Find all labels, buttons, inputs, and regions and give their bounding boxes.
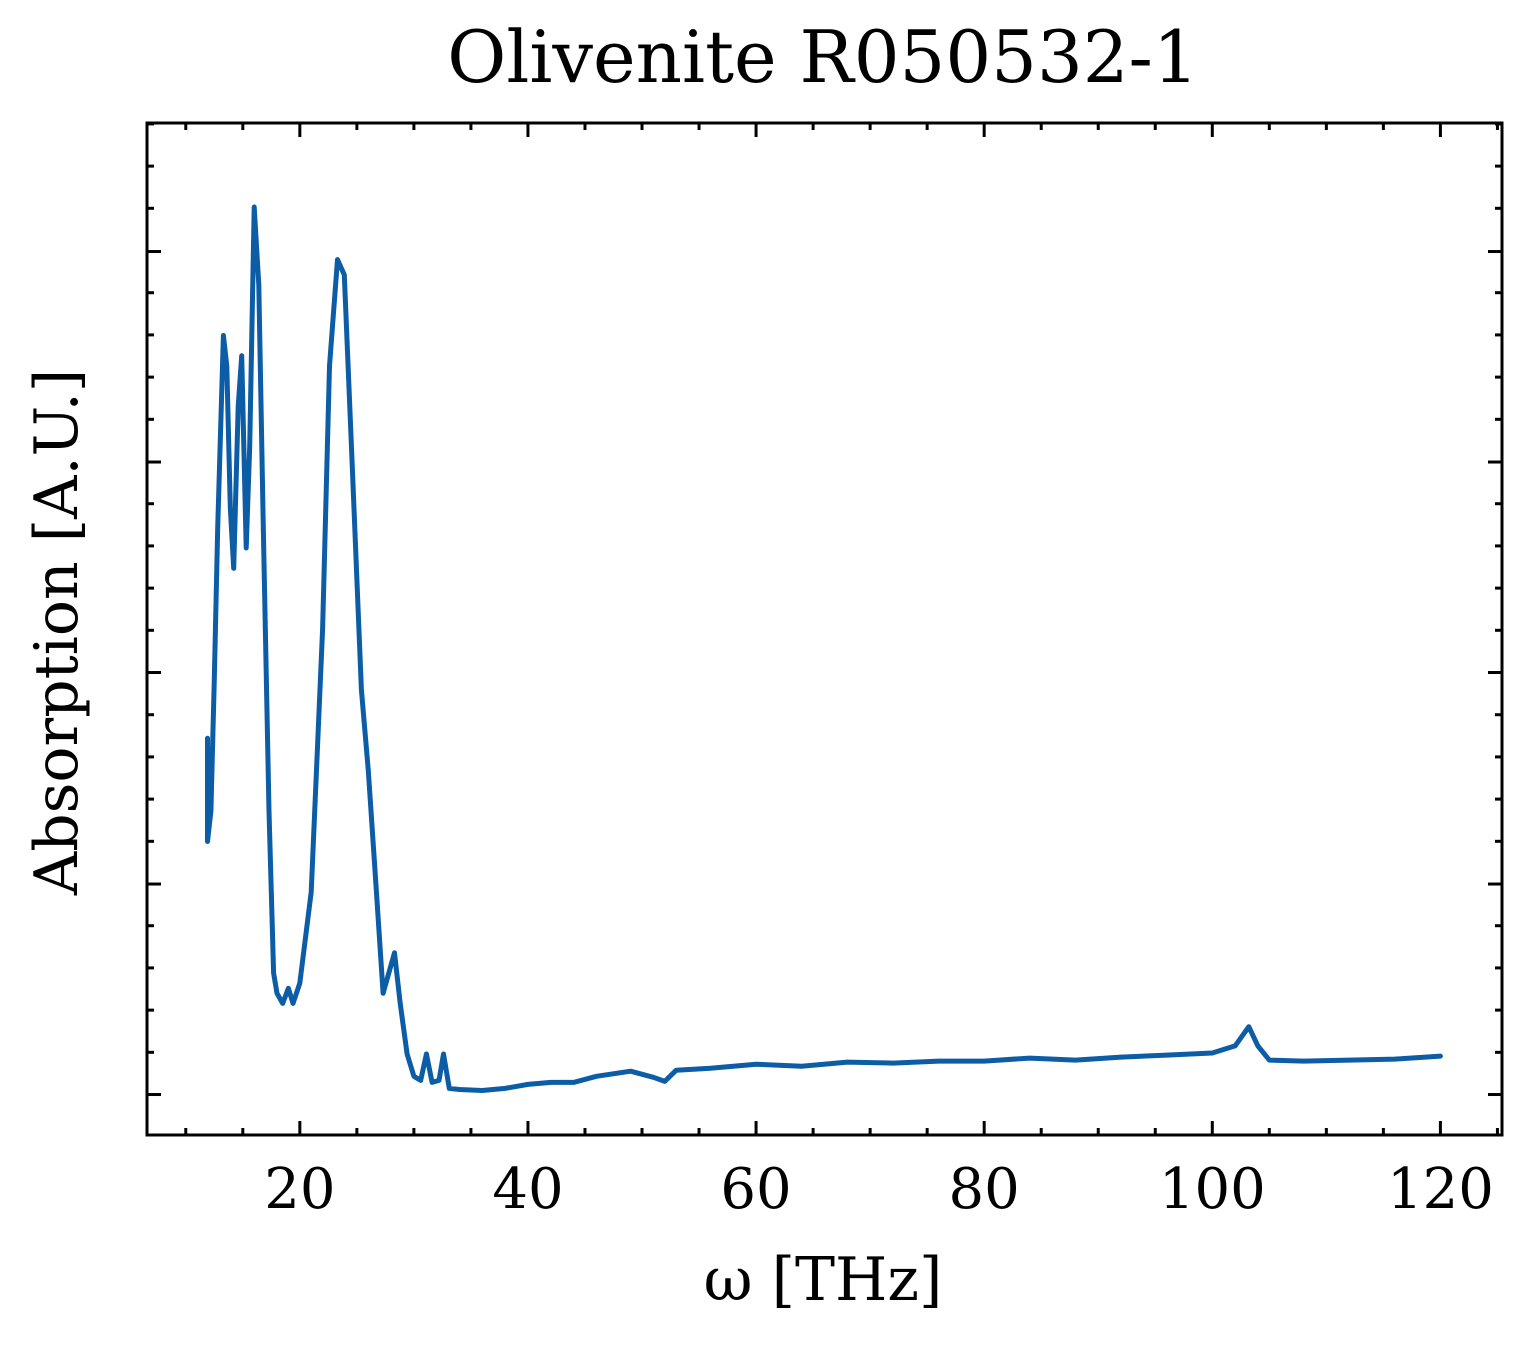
y-axis-label: Absorption [A.U.] xyxy=(22,369,92,896)
x-tick-label: 80 xyxy=(949,1157,1020,1222)
plot-frame xyxy=(145,121,1504,1137)
series-line xyxy=(205,204,1443,1093)
x-tick-label: 60 xyxy=(720,1157,791,1222)
series-layer xyxy=(205,204,1443,1093)
chart-title: Olivenite R050532-1 xyxy=(447,15,1198,99)
x-tick-label: 100 xyxy=(1159,1157,1266,1222)
minor-ticks xyxy=(147,122,1502,1135)
x-tick-label: 20 xyxy=(264,1157,335,1222)
x-tick-label: 120 xyxy=(1387,1157,1494,1222)
x-tick-labels: 20 40 60 80 100 120 xyxy=(264,1157,1494,1222)
x-tick-label: 40 xyxy=(492,1157,563,1222)
x-axis-label: ω [THz] xyxy=(704,1245,943,1315)
major-ticks xyxy=(147,123,1502,1135)
